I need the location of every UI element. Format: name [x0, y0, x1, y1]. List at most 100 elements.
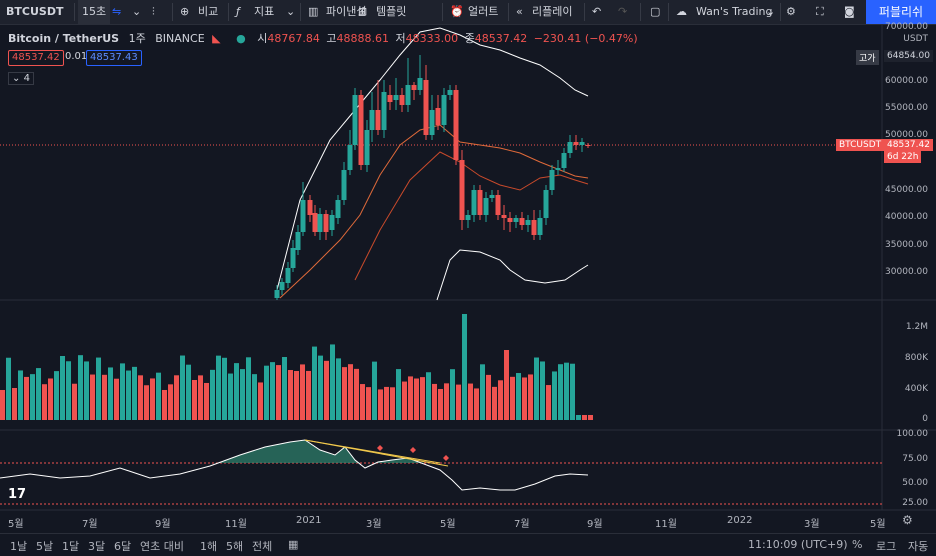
time-tick-label: 7월 — [82, 519, 98, 530]
change-value: −230.41 (−0.47%) — [533, 32, 638, 45]
candle-body — [429, 110, 435, 135]
gear-icon[interactable]: ⚙ — [786, 5, 796, 18]
volume-bar — [6, 357, 11, 420]
undo-icon[interactable]: ↶ — [592, 5, 602, 18]
fullscreen-icon[interactable]: ⛶ — [816, 5, 824, 18]
chevron-down-icon[interactable]: ⌄ — [286, 5, 296, 18]
redo-icon[interactable]: ↷ — [618, 5, 628, 18]
interval-selector[interactable]: 15초 — [78, 0, 111, 24]
time-tick-label: 11월 — [225, 519, 247, 530]
chevron-down-icon[interactable]: ⌄ — [132, 5, 142, 18]
volume-bar — [390, 387, 395, 420]
volume-bar — [558, 364, 563, 420]
volume-bar — [264, 365, 269, 420]
chevron-down-icon[interactable]: ⌄ — [766, 5, 776, 18]
indicators-icon[interactable]: ƒ — [236, 5, 240, 18]
time-tick-label: 5월 — [870, 519, 886, 530]
interval-dropdown-icon[interactable]: ⇋ — [112, 5, 122, 18]
compare-icon[interactable]: ⊕ — [180, 5, 190, 18]
volume-bar — [396, 369, 401, 420]
indicators-button[interactable]: 지표 — [254, 5, 275, 18]
chart-legend: Bitcoin / TetherUS 1주 BINANCE ◣ ● 시48767… — [8, 30, 638, 46]
candle-body — [307, 200, 313, 215]
financials-icon[interactable]: ▥ — [308, 5, 319, 18]
volume-bar — [132, 366, 137, 420]
calendar-icon[interactable]: ▦ — [288, 538, 299, 551]
auto-toggle[interactable]: 자동 — [908, 540, 929, 553]
time-tick-label: 7월 — [514, 519, 530, 530]
volume-tick-label: 1.2M — [905, 322, 928, 332]
candle-body — [405, 85, 411, 105]
volume-bar — [240, 369, 245, 420]
camera-icon[interactable]: ◙ — [844, 5, 855, 18]
range-button[interactable]: 1날 — [10, 540, 28, 553]
candle-body — [399, 95, 405, 105]
volume-bar — [12, 387, 17, 420]
time-tick-label: 11월 — [655, 519, 677, 530]
divergence-marker — [377, 445, 383, 451]
clock-display[interactable]: 11:10:09 (UTC+9) — [748, 538, 848, 551]
gear-icon[interactable]: ⚙ — [902, 513, 913, 527]
currency-label: USDT — [903, 34, 928, 44]
replay-button[interactable]: 리플레이 — [532, 5, 573, 18]
spread-value: 0.01 — [65, 51, 88, 62]
alert-icon[interactable]: ⏰ — [450, 5, 464, 18]
market-open-icon: ● — [236, 32, 246, 45]
symbol-title[interactable]: Bitcoin / TetherUS — [8, 32, 120, 45]
volume-bar — [42, 384, 47, 420]
candle-body — [507, 218, 513, 222]
range-button[interactable]: 1달 — [62, 540, 80, 553]
volume-bar — [534, 357, 539, 420]
range-button[interactable]: 5해 — [226, 540, 244, 553]
range-button[interactable]: 3달 — [88, 540, 106, 553]
volume-bar — [576, 415, 581, 420]
overbought-fill — [218, 440, 360, 463]
layout-icon[interactable]: ▢ — [650, 5, 661, 18]
volume-bar — [258, 382, 263, 420]
indicators-toggle[interactable]: ⌄ 4 — [8, 72, 34, 85]
cloud-icon[interactable]: ☁ — [676, 5, 687, 18]
buy-price-box[interactable]: 48537.43 — [86, 50, 142, 66]
templates-button[interactable]: 템플릿 — [376, 5, 407, 18]
range-button[interactable]: 5날 — [36, 540, 54, 553]
volume-bar — [0, 390, 5, 420]
publish-button[interactable]: 퍼블리쉬 — [866, 0, 936, 24]
moving-average — [354, 151, 589, 281]
percent-toggle[interactable]: % — [852, 538, 863, 551]
candle-body — [555, 168, 561, 170]
candle-type-icon[interactable]: ⫶ — [152, 5, 155, 18]
divergence-marker — [410, 447, 416, 453]
log-toggle[interactable]: 로그 — [876, 540, 897, 553]
volume-bar — [582, 415, 587, 420]
volume-bar — [276, 365, 281, 420]
time-tick-label: 5월 — [8, 519, 24, 530]
layout-name[interactable]: Wan's Trading — [696, 5, 773, 18]
candle-body — [290, 248, 296, 268]
candle-body — [423, 80, 429, 135]
replay-icon[interactable]: « — [516, 5, 523, 18]
legend-interval: 1주 — [128, 32, 146, 45]
range-button[interactable]: 6달 — [114, 540, 132, 553]
range-button[interactable]: 전체 — [252, 540, 273, 553]
last-symbol-tag: BTCUSDT — [836, 139, 885, 151]
sell-price-box[interactable]: 48537.42 — [8, 50, 64, 66]
range-button[interactable]: 연초 대비 — [140, 540, 184, 553]
candle-body — [495, 195, 501, 215]
range-button[interactable]: 1해 — [200, 540, 218, 553]
volume-bar — [60, 355, 65, 420]
financials-button[interactable]: 파이낸셜 — [326, 5, 367, 18]
candle-body — [525, 220, 531, 225]
compare-button[interactable]: 비교 — [198, 5, 219, 18]
candle-body — [477, 190, 483, 215]
templates-icon[interactable]: ⊞ — [358, 5, 368, 18]
volume-bar — [330, 344, 335, 420]
high-tag: 고가 — [856, 50, 879, 65]
symbol-search[interactable]: BTCUSDT — [6, 5, 64, 18]
volume-bar — [78, 355, 83, 420]
candle-body — [381, 92, 387, 130]
time-tick-label: 9월 — [587, 519, 603, 530]
volume-bar — [138, 375, 143, 420]
volume-bar — [426, 372, 431, 420]
alerts-button[interactable]: 얼러트 — [468, 5, 499, 18]
